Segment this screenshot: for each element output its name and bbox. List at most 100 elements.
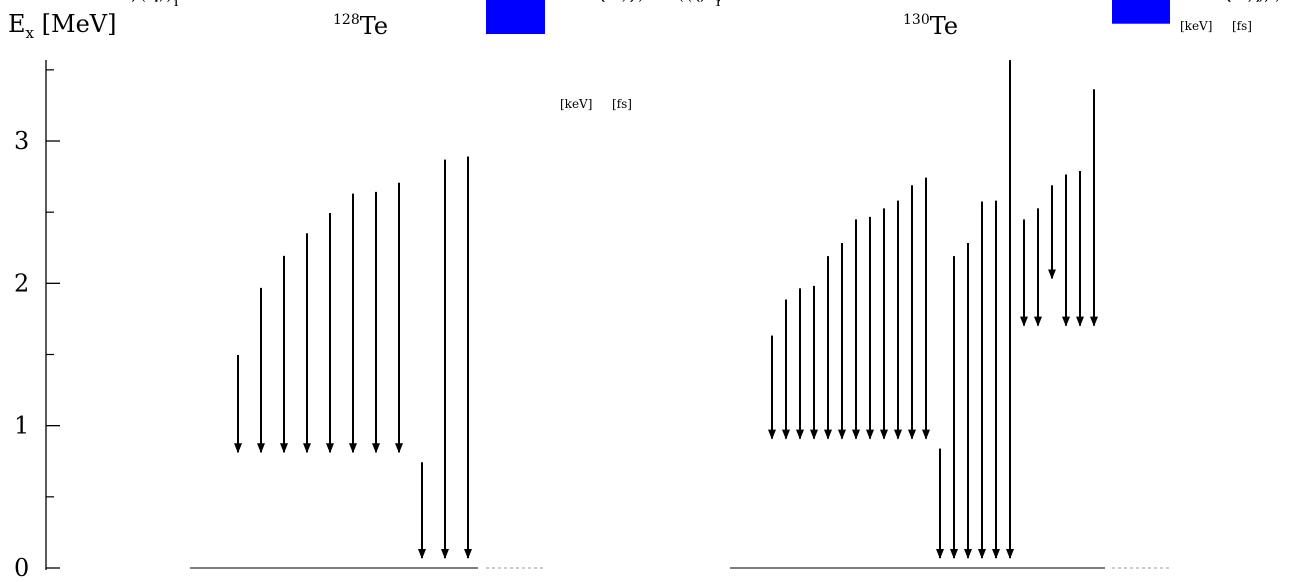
energy-label: 2765 bbox=[1180, 0, 1213, 4]
lifetime-label: (347) bbox=[600, 0, 635, 4]
spin-label: 2+1 bbox=[163, 0, 180, 9]
energy-label: 1497 bbox=[556, 0, 589, 4]
energy-label: 2191 bbox=[1180, 0, 1213, 4]
energy-label: 2643 bbox=[556, 0, 589, 4]
energy-label: 2352 bbox=[556, 0, 589, 4]
lifetime-bar bbox=[1112, 0, 1170, 5]
energy-label: 2193 bbox=[556, 0, 589, 4]
panel-title-te130: 130Te bbox=[903, 12, 958, 40]
spin-label: 4+1 bbox=[705, 0, 722, 9]
spin-label: 2+ bbox=[163, 0, 180, 4]
lifetime-label: (576) bbox=[1226, 0, 1261, 4]
spin-label: 1⁺, 2⁺, 3+ bbox=[117, 0, 180, 4]
level-2449: 2449 (446) 4+ bbox=[705, 0, 1261, 4]
energy-axis: 0 1 2 3 bbox=[14, 60, 60, 582]
lifetime-label: (296) bbox=[1226, 0, 1261, 4]
header-fs-te130: [fs] bbox=[1232, 19, 1252, 33]
spin-label: 0+1 bbox=[705, 0, 722, 9]
spin-label: 4+1 bbox=[163, 0, 180, 9]
lifetime-label: (279) bbox=[1226, 0, 1261, 4]
lifetime-label: (109) bbox=[1226, 0, 1261, 4]
energy-label: 1633 bbox=[1180, 0, 1213, 4]
header-fs-te128: [fs] bbox=[612, 97, 632, 111]
lifetime-label: (1395) bbox=[1226, 0, 1269, 4]
lifetime-label: (66) bbox=[1226, 0, 1253, 4]
spin-label: 0+1 bbox=[163, 0, 180, 9]
energy-label: 1886 bbox=[1180, 0, 1213, 4]
spin-label: 2+ bbox=[163, 0, 180, 4]
lifetime-label: (167) bbox=[600, 0, 635, 4]
energy-label: 2575 bbox=[1180, 0, 1213, 4]
level-2745: 2745 (679) (2+, 3) bbox=[679, 0, 1261, 5]
energy-label: 1965 bbox=[1180, 0, 1213, 4]
spin-label: 1 bbox=[714, 0, 722, 4]
level-1886: 1886 (283) 2+ bbox=[705, 0, 1261, 4]
energy-label: 2527 bbox=[1180, 0, 1213, 4]
energy-label: 0 bbox=[556, 0, 564, 4]
header-kev-te130: [keV] bbox=[1180, 19, 1212, 33]
level-2743: 2743 (109) 1 bbox=[714, 0, 1261, 4]
spin-label: (2+, 3) bbox=[679, 0, 722, 4]
lifetime-label: (446) bbox=[1226, 0, 1261, 4]
panel-te130: 0 0+1 839 (3320) 2+1 1588 (>2900) 2+ 1633 (1395) 4… bbox=[679, 0, 1280, 569]
panel-title-te128: 128Te bbox=[333, 12, 388, 40]
energy-label: 743 bbox=[556, 0, 581, 4]
lifetime-label: (257) bbox=[600, 0, 635, 4]
level-1982: 1982 (960) 4+ bbox=[705, 0, 1261, 7]
level-0: 0 0+1 bbox=[705, 0, 1188, 569]
spin-label: (0+) bbox=[695, 0, 722, 4]
header-kev-te128: [keV] bbox=[560, 97, 592, 111]
energy-label: 2581 bbox=[1180, 0, 1213, 4]
spin-label: 3− bbox=[705, 0, 722, 4]
level-0: 0 0+1 bbox=[163, 0, 564, 569]
energy-label: 2283 bbox=[1180, 0, 1213, 4]
lifetime-label: (<52) bbox=[1226, 0, 1264, 4]
energy-label: 2467 bbox=[1180, 0, 1213, 4]
energy-label: 2630 bbox=[556, 0, 589, 4]
energy-label: 0 bbox=[1180, 0, 1188, 4]
level-2467: 2467 (581) (2+) bbox=[695, 0, 1261, 5]
spin-label: (2+) bbox=[695, 0, 722, 4]
energy-label: 1968 bbox=[556, 0, 589, 4]
level-2891: 2891 (244) 2+ bbox=[163, 0, 635, 4]
lifetime-label: (85) bbox=[1226, 0, 1253, 4]
lifetime-label: (3320) bbox=[1226, 0, 1269, 4]
spin-label: (0)+ bbox=[153, 0, 180, 4]
spin-label: (2+) bbox=[695, 0, 722, 4]
panel-te128: 0 0+1 743 (4760) 2+1 1497 (741) 4+1 1968 (284) 1⁺,… bbox=[117, 0, 643, 569]
energy-label: 2689 bbox=[1180, 0, 1213, 4]
energy-label: 3568 bbox=[1180, 0, 1213, 4]
energy-label: 2494 bbox=[556, 0, 589, 4]
spin-label: 1⁺, 2⁺, 3+ bbox=[117, 0, 180, 4]
axis-tick-label: 0 bbox=[14, 554, 29, 582]
energy-label: 839 bbox=[1180, 0, 1205, 4]
spin-label: 3− bbox=[705, 0, 722, 4]
spin-label: (1),2+ bbox=[141, 0, 180, 4]
level-2765: 2765 (<52) (4+) bbox=[695, 0, 1264, 4]
level-743: 743 (4760) 2+1 bbox=[163, 0, 643, 34]
spin-label: 1 bbox=[714, 0, 722, 4]
lifetime-label: (>2900) bbox=[1226, 0, 1280, 4]
energy-label: 1982 bbox=[1180, 0, 1213, 4]
lifetime-label: (420) bbox=[600, 0, 635, 4]
level-2707: 2707 (93) 1⁺, 2⁺, 3+ bbox=[117, 0, 627, 4]
level-2581: 2581 (279) (2+) bbox=[695, 0, 1261, 4]
spin-label: 2+ bbox=[705, 0, 722, 4]
axis-tick-label: 2 bbox=[14, 269, 29, 297]
spin-label: 2+ bbox=[705, 0, 722, 4]
y-axis-label: Ex [MeV] bbox=[8, 10, 116, 42]
spin-label: 1⁺, 2⁺, 3+ bbox=[117, 0, 180, 4]
level-3568: 3568 (<20) (1, 2) bbox=[687, 0, 1264, 4]
lifetime-label: (4760) bbox=[600, 0, 643, 4]
lifetime-label: (93) bbox=[600, 0, 627, 4]
spin-label: (2+) bbox=[695, 0, 722, 4]
lifetime-bar bbox=[486, 0, 545, 34]
lifetime-label: (1749) bbox=[1226, 0, 1269, 4]
lifetime-bar bbox=[1112, 0, 1170, 2]
energy-label: 2743 bbox=[1180, 0, 1213, 4]
energy-label: 2482 bbox=[556, 0, 589, 4]
spin-label: (1, 2) bbox=[687, 0, 722, 4]
spin-label: 2+ bbox=[163, 0, 180, 4]
energy-label: 2707 bbox=[556, 0, 589, 4]
lifetime-label: (112) bbox=[1226, 0, 1261, 4]
